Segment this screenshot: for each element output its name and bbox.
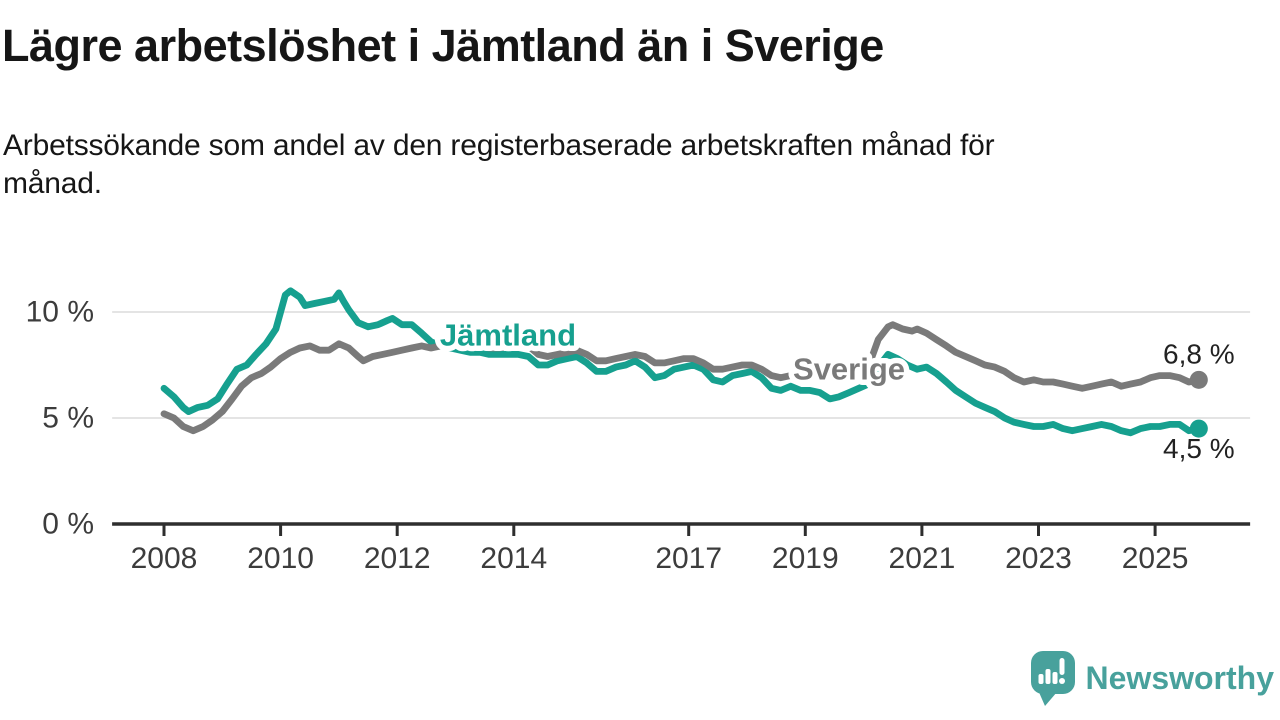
logo-bubble-tail (1037, 690, 1057, 706)
x-axis-tick-label: 2008 (131, 542, 198, 575)
series-label-sverige: Sverige (793, 352, 905, 387)
logo-exclamation-dot (1058, 678, 1065, 684)
x-axis-tick-label: 2025 (1122, 542, 1189, 575)
y-axis-tick-label: 0 % (42, 508, 94, 541)
x-axis-tick-label: 2023 (1005, 542, 1072, 575)
y-axis-tick-label: 10 % (26, 296, 94, 329)
y-axis-tick-label: 5 % (42, 402, 94, 435)
series-label-jämtland: Jämtland (440, 317, 576, 352)
x-axis-tick-label: 2017 (655, 542, 722, 575)
end-dot-jämtland (1189, 419, 1208, 438)
series-line-jämtland (160, 287, 1203, 437)
series-line-sverige (160, 321, 1203, 435)
x-axis-tick-label: 2021 (889, 542, 956, 575)
chart-subtitle: Arbetssökande som andel av den registerb… (3, 129, 995, 201)
end-value-label-sverige: 6,8 % (1163, 338, 1235, 369)
logo-bar-3 (1052, 672, 1058, 684)
logo-bubble (1030, 651, 1075, 694)
x-axis-tick-label: 2019 (772, 542, 839, 575)
x-axis-tick-label: 2012 (364, 542, 431, 575)
x-axis-tick-label: 2010 (247, 542, 314, 575)
logo-bar-1 (1038, 674, 1044, 684)
newsworthy-logo-icon (1030, 651, 1075, 706)
page-title: Lägre arbetslöshet i Jämtland än i Sveri… (2, 20, 884, 71)
logo-exclamation-bar (1059, 658, 1065, 675)
brand-name: Newsworthy (1085, 660, 1274, 696)
end-dot-sverige (1189, 370, 1208, 389)
brand-footer: Newsworthy (1030, 650, 1274, 707)
logo-bar-2 (1045, 669, 1051, 684)
end-value-label-jämtland: 4,5 % (1163, 433, 1235, 464)
x-axis-tick-label: 2014 (480, 542, 547, 575)
